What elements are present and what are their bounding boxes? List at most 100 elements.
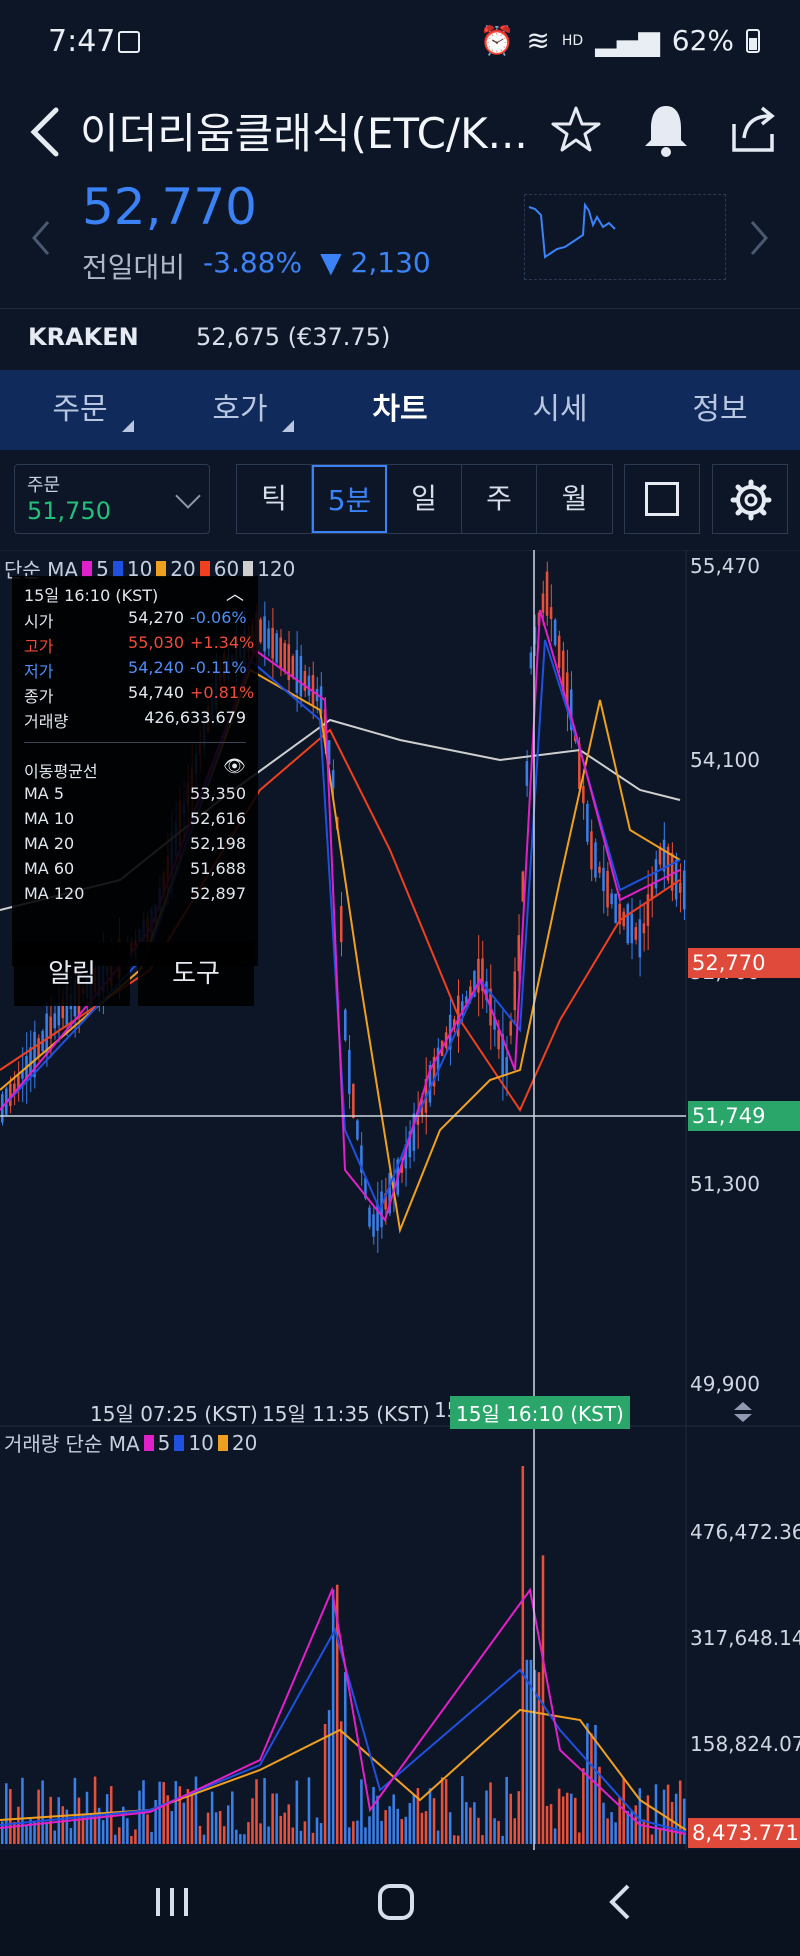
chevron-left-icon[interactable]: [22, 102, 72, 162]
volume-bar: [295, 1780, 299, 1844]
volume-bar: [650, 1834, 654, 1844]
high-label: 고가: [24, 637, 54, 656]
corner-triangle-icon: [282, 420, 294, 432]
volume-bar: [267, 1826, 270, 1844]
candle-body: [45, 1013, 48, 1056]
volume-bar: [646, 1795, 650, 1844]
alert-button[interactable]: 알림: [14, 942, 130, 1006]
volume-bar: [45, 1821, 48, 1844]
home-icon[interactable]: [356, 1872, 436, 1932]
settings-button[interactable]: [712, 464, 788, 534]
candle-body: [557, 635, 561, 668]
volume-bar: [561, 1796, 565, 1844]
tab-order[interactable]: 주문: [0, 370, 160, 450]
tab-info[interactable]: 정보: [640, 370, 800, 450]
scale-arrows-icon[interactable]: [732, 1400, 754, 1424]
period-month[interactable]: 월: [561, 482, 588, 515]
order-price-dropdown[interactable]: 주문 51,750: [14, 464, 210, 534]
period-tick[interactable]: 틱: [237, 465, 312, 533]
volume-bar: [93, 1776, 97, 1844]
tools-button[interactable]: 도구: [138, 942, 254, 1006]
candle-body: [17, 1075, 20, 1088]
candle-body: [481, 958, 484, 992]
candle-body: [412, 1113, 416, 1151]
chevron-up-icon[interactable]: ︿: [226, 584, 244, 605]
ma5-name: MA 5: [24, 784, 65, 803]
candle-body: [533, 626, 537, 644]
candle-body: [638, 919, 642, 958]
volume-bar: [210, 1791, 214, 1844]
volume-bar: [501, 1835, 504, 1844]
image-notification-icon: [118, 31, 140, 53]
change-amount-value: 2,130: [350, 246, 431, 279]
exchange-price: 52,675 (€37.75): [196, 323, 391, 351]
tab-chart[interactable]: 차트: [320, 370, 480, 450]
candle-body: [549, 607, 553, 619]
volume-bar: [97, 1807, 101, 1844]
vol-ma10-label: 10: [188, 1430, 214, 1455]
candle-body: [408, 1131, 412, 1158]
info-high-row: 고가 55,030 +1.34%: [24, 633, 254, 656]
candle-body: [590, 831, 593, 870]
volume-bar: [126, 1818, 129, 1844]
volume-bar: [396, 1808, 399, 1844]
period-selector: 틱 5분 일 주 월: [236, 464, 613, 534]
candle-body: [404, 1144, 408, 1169]
bell-icon[interactable]: [638, 98, 694, 162]
ma20-name: MA 20: [24, 834, 75, 853]
volume-bar: [33, 1822, 36, 1844]
candle-body: [505, 1056, 508, 1076]
star-icon[interactable]: [548, 98, 604, 162]
ma60-row: MA 60 51,688: [24, 859, 246, 881]
volume-bar: [424, 1811, 428, 1844]
volume-bar: [525, 1659, 529, 1844]
candle-body: [283, 643, 287, 672]
volume-bar: [654, 1784, 658, 1844]
volume-bar: [557, 1788, 561, 1844]
period-day[interactable]: 일: [387, 465, 462, 533]
volume-bar: [307, 1777, 311, 1844]
fullscreen-button[interactable]: [624, 464, 700, 534]
volume-bar: [327, 1710, 331, 1844]
candle-body: [428, 1064, 432, 1103]
candle-body: [259, 619, 262, 642]
candle-body: [578, 743, 581, 790]
candle-body: [348, 1049, 351, 1094]
volume-bar: [263, 1778, 266, 1844]
eye-icon[interactable]: 👁: [223, 756, 246, 777]
tab-market[interactable]: 시세: [480, 370, 640, 450]
volume-bar: [513, 1818, 517, 1844]
volume-bar: [231, 1791, 234, 1844]
period-week[interactable]: 주: [462, 465, 537, 533]
tab-label: 호가: [212, 392, 268, 427]
previous-coin-icon[interactable]: [30, 218, 54, 258]
volume-bar: [630, 1810, 634, 1844]
tab-orderbook[interactable]: 호가: [160, 370, 320, 450]
volume-bar: [73, 1777, 77, 1844]
info-close-row: 종가 54,740 +0.81%: [24, 683, 254, 706]
volume-bar: [65, 1809, 69, 1844]
ma60-name: MA 60: [24, 859, 75, 878]
recent-apps-icon[interactable]: [132, 1872, 212, 1932]
chart-area[interactable]: 단순 MA 5 10 20 60 120 15일 16:10 (KST) ︿ 시…: [0, 550, 800, 1850]
volume-bar: [255, 1779, 258, 1844]
volume-bar: [287, 1804, 291, 1844]
volume-bar: [182, 1802, 186, 1844]
exchange-row: KRAKEN 52,675 (€37.75): [0, 308, 800, 369]
share-icon[interactable]: [726, 98, 782, 162]
back-nav-icon[interactable]: [580, 1872, 660, 1932]
volume-bar: [331, 1589, 335, 1844]
candle-body: [372, 1214, 375, 1237]
volume-bar: [29, 1819, 32, 1844]
candle-body: [509, 1021, 512, 1036]
candle-body: [650, 885, 654, 899]
volume-bar: [271, 1793, 274, 1844]
volume-bar: [682, 1798, 686, 1844]
candle-body: [339, 906, 343, 943]
period-5min[interactable]: 5분: [312, 465, 387, 533]
tab-label: 정보: [692, 392, 748, 427]
volume-bar: [323, 1723, 327, 1844]
candle-body: [436, 1047, 440, 1072]
next-coin-icon[interactable]: [746, 218, 770, 258]
candle-body: [602, 867, 605, 892]
